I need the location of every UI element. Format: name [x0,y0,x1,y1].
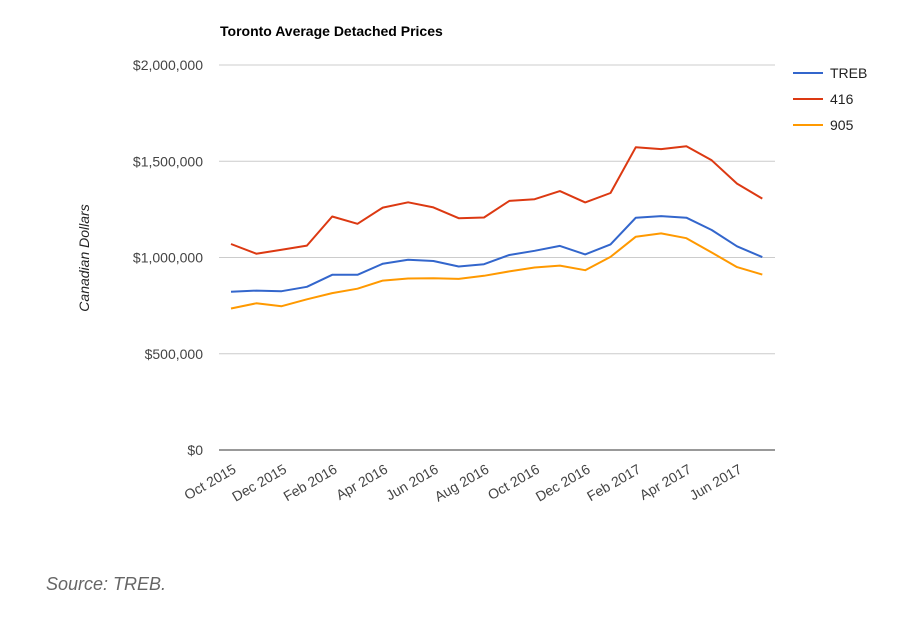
x-tick-label: Apr 2016 [333,461,390,503]
legend-label-treb: TREB [830,65,867,81]
x-tick-label: Dec 2015 [229,461,289,505]
x-tick-label: Aug 2016 [432,461,492,505]
legend: TREB 416 905 [793,65,867,133]
x-tick-label: Feb 2016 [280,461,339,505]
chart-title: Toronto Average Detached Prices [220,23,443,39]
series-lines [230,145,763,310]
y-tick-label: $500,000 [145,346,204,362]
x-tick-label: Apr 2017 [637,461,694,503]
legend-label-905: 905 [830,117,854,133]
y-axis: $0 $500,000 $1,000,000 $1,500,000 $2,000,000 [133,57,203,458]
x-tick-label: Oct 2015 [181,461,238,503]
x-tick-label: Oct 2016 [485,461,542,503]
grid [219,64,775,451]
series-line-416 [230,145,763,255]
y-tick-label: $0 [187,442,203,458]
source-note: Source: TREB. [46,574,167,594]
x-tick-label: Jun 2017 [687,461,745,504]
y-tick-label: $1,500,000 [133,153,203,169]
series-line-905 [230,232,763,310]
series-line-treb [230,215,763,293]
x-tick-label: Jun 2016 [383,461,441,504]
y-axis-label: Canadian Dollars [76,204,92,311]
x-tick-label: Dec 2016 [533,461,593,505]
x-tick-label: Feb 2017 [584,461,643,505]
legend-label-416: 416 [830,91,854,107]
y-tick-label: $2,000,000 [133,57,203,73]
y-tick-label: $1,000,000 [133,250,203,266]
